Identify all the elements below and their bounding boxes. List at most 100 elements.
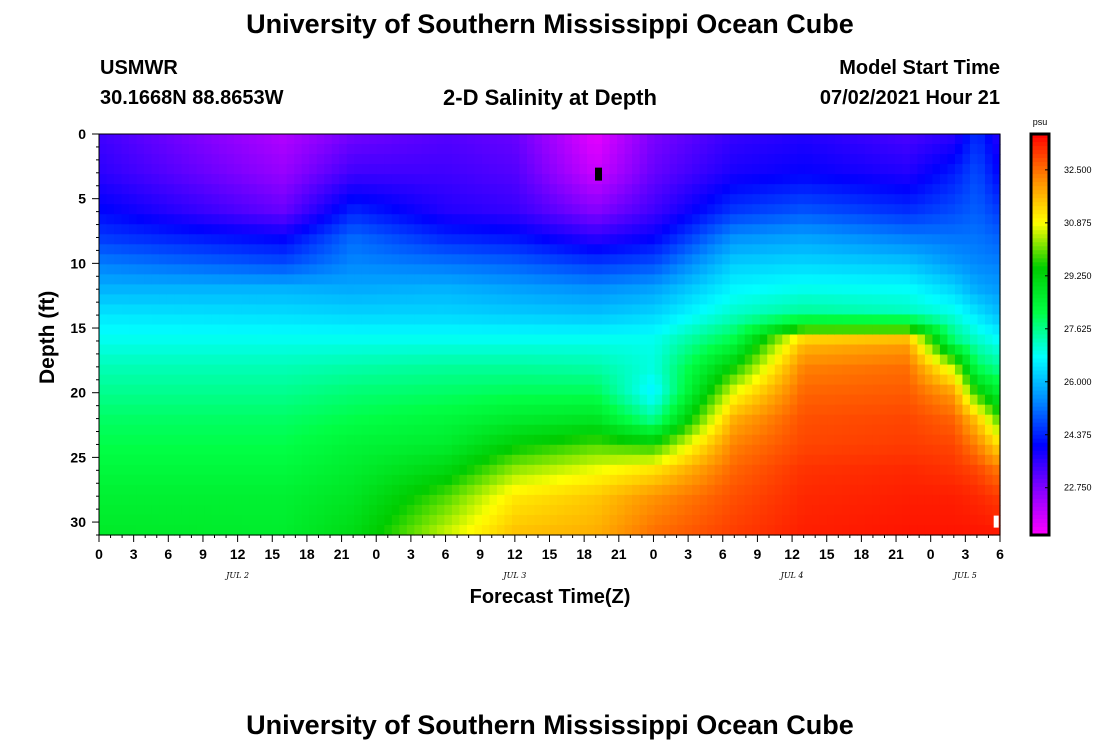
heatmap-cell <box>654 414 663 426</box>
heatmap-cell <box>286 184 295 195</box>
heatmap-cell <box>181 264 190 275</box>
heatmap-cell <box>466 214 476 225</box>
heatmap-cell <box>151 354 160 366</box>
heatmap-cell <box>421 144 430 155</box>
heatmap-cell <box>519 434 528 446</box>
heatmap-cell <box>489 454 498 466</box>
heatmap-cell <box>684 524 693 536</box>
heatmap-cell <box>496 524 506 536</box>
heatmap-cell <box>309 344 318 356</box>
heatmap-cell <box>541 484 551 496</box>
heatmap-cell <box>834 244 843 255</box>
heatmap-cell <box>204 424 213 436</box>
heatmap-cell <box>504 144 513 155</box>
heatmap-cell <box>481 404 491 416</box>
heatmap-cell <box>354 234 363 245</box>
heatmap-cell <box>677 234 686 245</box>
heatmap-cell <box>526 214 536 225</box>
heatmap-cell <box>399 184 408 195</box>
heatmap-cell <box>857 444 866 456</box>
heatmap-cell <box>504 134 513 145</box>
heatmap-cell <box>181 284 190 296</box>
heatmap-cell <box>669 264 678 275</box>
heatmap-cell <box>496 364 506 376</box>
heatmap-cell <box>181 144 190 155</box>
heatmap-cell <box>354 344 363 356</box>
heatmap-cell <box>827 314 836 326</box>
heatmap-cell <box>939 444 949 456</box>
heatmap-cell <box>294 284 303 296</box>
heatmap-cell <box>767 284 776 296</box>
heatmap-cell <box>121 304 130 316</box>
heatmap-cell <box>519 214 528 225</box>
heatmap-cell <box>849 194 858 205</box>
heatmap-cell <box>924 134 934 145</box>
heatmap-cell <box>211 204 220 215</box>
heatmap-cell <box>587 224 596 235</box>
heatmap-cell <box>331 234 340 245</box>
heatmap-cell <box>114 484 123 496</box>
heatmap-cell <box>572 244 581 255</box>
heatmap-cell <box>849 214 858 225</box>
heatmap-cell <box>729 424 738 436</box>
heatmap-cell <box>812 514 821 526</box>
heatmap-cell <box>234 204 243 215</box>
heatmap-cell <box>309 244 318 255</box>
heatmap-cell <box>662 494 671 506</box>
heatmap-cell <box>864 154 873 165</box>
heatmap-cell <box>316 454 325 466</box>
heatmap-cell <box>879 234 888 245</box>
heatmap-cell <box>399 424 408 436</box>
heatmap-cell <box>219 434 228 446</box>
heatmap-cell <box>759 314 768 326</box>
heatmap-cell <box>549 354 558 366</box>
heatmap-cell <box>579 304 588 316</box>
heatmap-cell <box>609 204 618 215</box>
heatmap-cell <box>639 334 648 346</box>
heatmap-cell <box>924 264 934 275</box>
heatmap-cell <box>196 314 205 326</box>
heatmap-cell <box>316 214 325 225</box>
heatmap-cell <box>241 194 250 205</box>
heatmap-cell <box>234 424 243 436</box>
heatmap-cell <box>234 444 243 456</box>
heatmap-cell <box>602 334 611 346</box>
heatmap-cell <box>654 264 663 275</box>
heatmap-cell <box>331 424 340 436</box>
heatmap-cell <box>451 424 460 436</box>
heatmap-cell <box>624 264 633 275</box>
heatmap-cell <box>384 304 393 316</box>
heatmap-cell <box>692 304 701 316</box>
heatmap-cell <box>834 234 843 245</box>
heatmap-cell <box>849 344 858 356</box>
heatmap-cell <box>654 254 663 265</box>
heatmap-cell <box>857 254 866 265</box>
heatmap-cell <box>226 494 235 506</box>
heatmap-cell <box>346 344 355 356</box>
heatmap-cell <box>211 164 220 175</box>
heatmap-cell <box>541 384 551 396</box>
heatmap-cell <box>451 414 460 426</box>
heatmap-cell <box>234 344 243 356</box>
heatmap-cell <box>894 524 903 536</box>
heatmap-cell <box>662 204 671 215</box>
heatmap-cell <box>939 264 949 275</box>
heatmap-cell <box>902 324 911 336</box>
heatmap-cell <box>954 274 964 285</box>
heatmap-cell <box>587 354 596 366</box>
heatmap-cell <box>496 164 506 175</box>
heatmap-cell <box>406 474 415 486</box>
heatmap-cell <box>857 284 866 296</box>
heatmap-cell <box>692 474 701 486</box>
heatmap-cell <box>444 504 453 516</box>
heatmap-cell <box>151 194 160 205</box>
heatmap-cell <box>429 144 438 155</box>
heatmap-cell <box>144 384 153 396</box>
heatmap-cell <box>294 504 303 516</box>
heatmap-cell <box>954 154 964 165</box>
heatmap-cell <box>481 484 491 496</box>
heatmap-cell <box>737 414 746 426</box>
heatmap-cell <box>669 464 678 476</box>
heatmap-cell <box>774 464 783 476</box>
heatmap-cell <box>962 384 971 396</box>
